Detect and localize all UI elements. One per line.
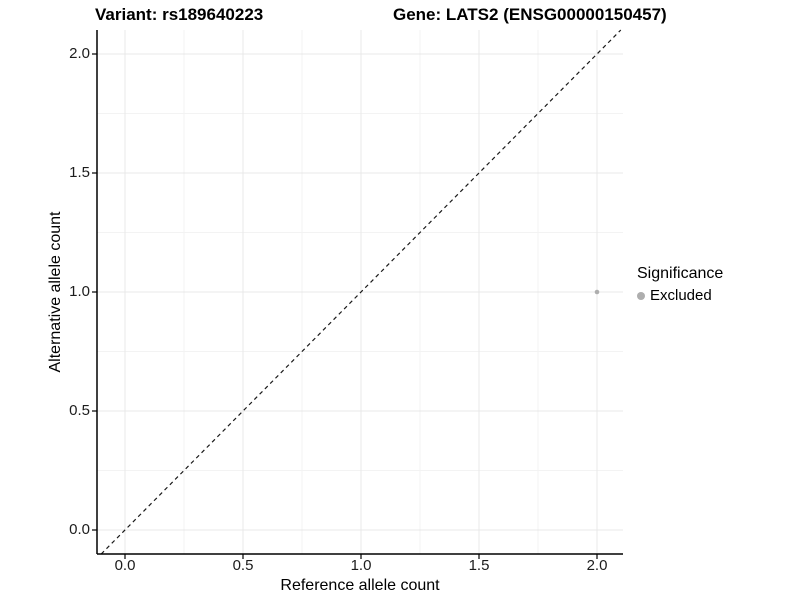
- x-axis-title: Reference allele count: [280, 577, 440, 594]
- y-tick-label: 2.0: [69, 45, 90, 62]
- data-point-excluded: [594, 289, 600, 295]
- y-tick-label: 1.5: [69, 164, 90, 181]
- plot-title-variant: Variant: rs189640223: [95, 5, 264, 24]
- y-tick-label: 1.0: [69, 283, 90, 300]
- x-tick-label: 1.5: [468, 557, 490, 574]
- x-tick-label: 2.0: [586, 557, 608, 574]
- plot-title-gene: Gene: LATS2 (ENSG00000150457): [393, 5, 667, 24]
- x-tick-label: 0.0: [114, 557, 136, 574]
- legend: Significance Excluded: [637, 264, 723, 305]
- legend-item-label: Excluded: [650, 287, 712, 304]
- x-tick-label: 0.5: [232, 557, 254, 574]
- legend-point-swatch: [637, 292, 645, 300]
- legend-item-excluded: Excluded: [637, 287, 723, 305]
- legend-title: Significance: [637, 265, 724, 282]
- y-axis-title: Alternative allele count: [47, 211, 64, 373]
- y-tick-label: 0.0: [69, 521, 90, 538]
- x-tick-label: 1.0: [350, 557, 372, 574]
- identity-reference-line: [100, 29, 622, 555]
- y-tick-label: 0.5: [69, 402, 90, 419]
